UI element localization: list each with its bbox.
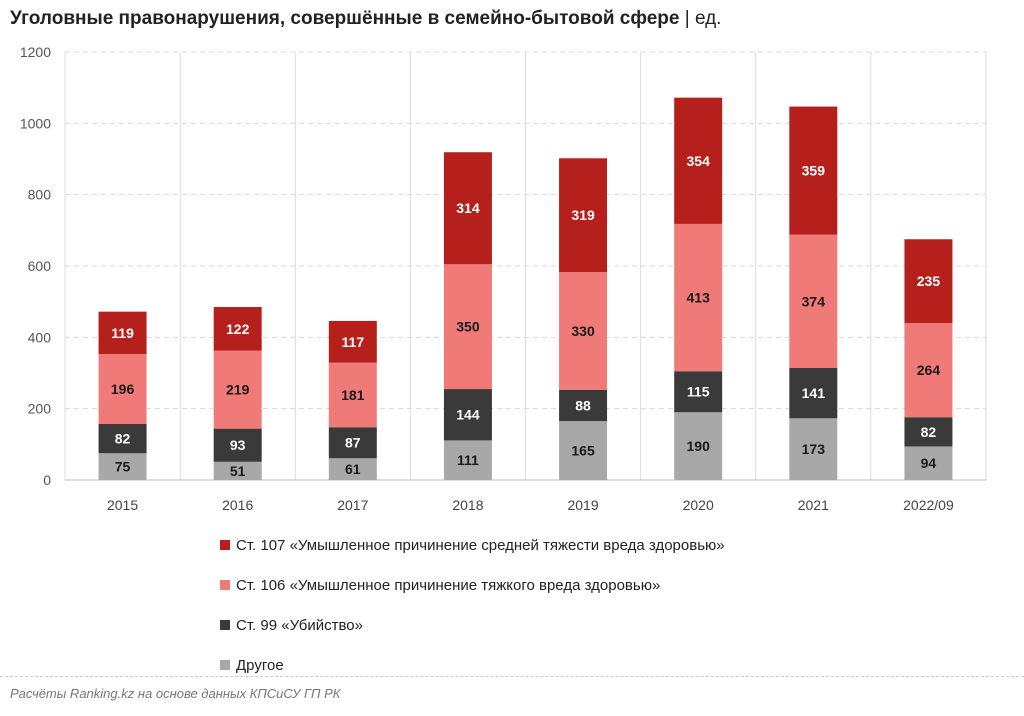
data-label-series-0-2020: 190	[687, 438, 711, 454]
data-label-series-0-2016: 51	[230, 463, 246, 479]
bar-series-3-2020	[674, 97, 723, 224]
bar-series-2-2022-09	[904, 323, 953, 418]
data-label-series-1-2017: 87	[345, 435, 361, 451]
chart-title-text: Уголовные правонарушения, совершённые в …	[10, 8, 680, 29]
bar-series-3-2022-09	[904, 239, 953, 324]
legend-swatch-st107	[220, 540, 230, 550]
bar-series-2-2021	[789, 234, 838, 369]
bar-series-0-2021	[789, 418, 838, 480]
legend-label-st99: Ст. 99 «Убийство»	[236, 616, 363, 634]
data-label-series-0-2022-09: 94	[921, 455, 937, 471]
data-label-series-2-2017: 181	[341, 387, 365, 403]
chart-title: Уголовные правонарушения, совершённые в …	[10, 8, 721, 30]
bar-series-0-2019	[559, 421, 608, 480]
x-tick-label-2022-09: 2022/09	[903, 497, 954, 513]
data-label-series-1-2015: 82	[115, 431, 131, 447]
bar-series-1-2020	[674, 371, 723, 413]
bar-series-3-2016	[213, 307, 262, 351]
bar-series-3-2019	[559, 158, 608, 273]
legend-swatch-st106	[220, 580, 230, 590]
bar-series-1-2016	[213, 428, 262, 462]
data-label-series-3-2015: 119	[111, 325, 134, 341]
data-label-series-1-2016: 93	[230, 437, 246, 453]
data-label-series-3-2022-09: 235	[917, 273, 941, 289]
bar-series-2-2020	[674, 223, 723, 372]
data-label-series-3-2016: 122	[226, 321, 250, 337]
data-label-series-2-2019: 330	[571, 323, 595, 339]
bar-series-3-2017	[328, 320, 377, 363]
bar-series-0-2016	[213, 461, 262, 480]
x-tick-label-2018: 2018	[452, 497, 483, 513]
legend-swatch-st99	[220, 620, 230, 630]
legend-item-other: Другое	[220, 645, 725, 685]
bar-series-2-2016	[213, 350, 262, 429]
data-label-series-1-2022-09: 82	[921, 424, 937, 440]
legend-swatch-other	[220, 660, 230, 670]
data-label-series-0-2018: 111	[457, 452, 479, 468]
bar-series-2-2015	[98, 354, 147, 425]
y-tick-label-1200: 1200	[20, 44, 51, 60]
y-tick-label-1000: 1000	[20, 115, 51, 131]
legend-label-st107: Ст. 107 «Умышленное причинение средней т…	[236, 536, 725, 554]
chart-legend: Ст. 107 «Умышленное причинение средней т…	[220, 525, 725, 685]
bar-series-3-2018	[443, 152, 492, 265]
bar-series-2-2018	[443, 264, 492, 390]
data-label-series-1-2020: 115	[687, 384, 710, 400]
x-tick-label-2020: 2020	[683, 497, 714, 513]
y-tick-label-800: 800	[28, 187, 52, 203]
x-tick-label-2021: 2021	[798, 497, 829, 513]
bar-series-3-2015	[98, 311, 147, 355]
y-tick-label-200: 200	[28, 401, 52, 417]
stacked-bar-chart: 0 200 400 600 800 1000 1200 75 82 196 119 2015 51 93 2…	[20, 44, 987, 513]
x-tick-label-2017: 2017	[337, 497, 368, 513]
bar-series-1-2019	[559, 389, 608, 422]
bar-series-3-2021	[789, 106, 838, 235]
bar-series-2-2017	[328, 362, 377, 428]
bar-series-0-2020	[674, 412, 723, 480]
x-tick-label-2019: 2019	[567, 497, 598, 513]
data-label-series-1-2018: 144	[456, 407, 480, 423]
legend-label-other: Другое	[236, 656, 284, 674]
data-label-series-1-2021: 141	[802, 385, 826, 401]
bar-series-1-2022-09	[904, 417, 953, 447]
bar-series-0-2015	[98, 453, 147, 480]
data-label-series-0-2019: 165	[571, 443, 595, 459]
x-tick-label-2016: 2016	[222, 497, 253, 513]
footer-divider	[0, 676, 1024, 677]
data-label-series-2-2015: 196	[111, 381, 135, 397]
legend-label-st106: Ст. 106 «Умышленное причинение тяжкого в…	[236, 576, 661, 594]
x-tick-label-2015: 2015	[107, 497, 138, 513]
data-label-series-0-2017: 61	[345, 461, 361, 477]
data-label-series-2-2018: 350	[456, 319, 480, 335]
data-label-series-0-2015: 75	[115, 459, 131, 475]
bar-series-0-2018	[443, 440, 492, 480]
data-label-series-2-2021: 374	[802, 293, 826, 309]
legend-item-st106: Ст. 106 «Умышленное причинение тяжкого в…	[220, 565, 725, 605]
data-label-series-2-2022-09: 264	[917, 362, 941, 378]
data-label-series-3-2017: 117	[342, 334, 365, 350]
source-note: Расчёты Ranking.kz на основе данных КПСи…	[10, 686, 341, 701]
data-label-series-3-2020: 354	[687, 153, 711, 169]
data-label-series-0-2021: 173	[802, 441, 826, 457]
data-label-series-1-2019: 88	[575, 397, 591, 413]
bar-series-1-2017	[328, 427, 377, 459]
bar-series-0-2022-09	[904, 446, 953, 480]
bar-series-1-2015	[98, 424, 147, 454]
y-tick-label-400: 400	[28, 329, 52, 345]
bar-series-2-2019	[559, 272, 608, 390]
bar-series-1-2021	[789, 368, 838, 419]
legend-item-st107: Ст. 107 «Умышленное причинение средней т…	[220, 525, 725, 565]
bar-series-1-2018	[443, 389, 492, 441]
data-label-series-3-2018: 314	[456, 200, 480, 216]
data-label-series-3-2021: 359	[802, 163, 826, 179]
y-tick-label-600: 600	[28, 258, 52, 274]
data-label-series-2-2016: 219	[226, 382, 250, 398]
legend-item-st99: Ст. 99 «Убийство»	[220, 605, 725, 645]
bar-series-0-2017	[328, 458, 377, 480]
data-label-series-3-2019: 319	[571, 207, 595, 223]
y-tick-label-0: 0	[43, 472, 51, 488]
data-label-series-2-2020: 413	[687, 290, 711, 306]
chart-title-unit: | ед.	[679, 8, 722, 29]
